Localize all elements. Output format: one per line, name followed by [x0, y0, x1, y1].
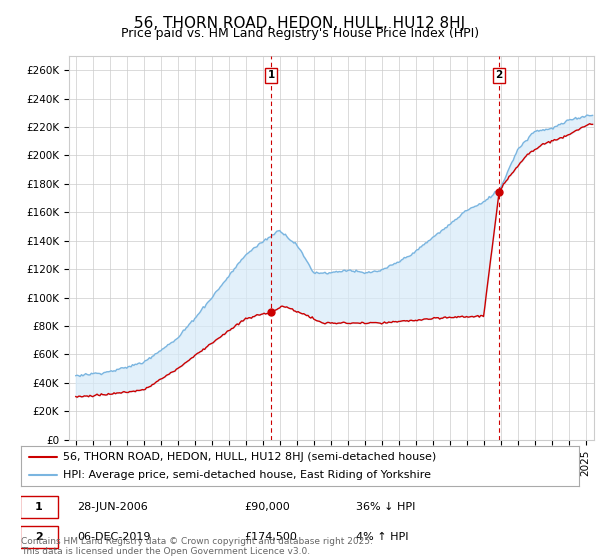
- Text: 06-DEC-2019: 06-DEC-2019: [77, 531, 151, 542]
- FancyBboxPatch shape: [20, 525, 58, 548]
- FancyBboxPatch shape: [20, 496, 58, 518]
- Text: 2: 2: [35, 531, 43, 542]
- Text: 36% ↓ HPI: 36% ↓ HPI: [356, 502, 415, 512]
- Text: 4% ↑ HPI: 4% ↑ HPI: [356, 531, 409, 542]
- Text: HPI: Average price, semi-detached house, East Riding of Yorkshire: HPI: Average price, semi-detached house,…: [63, 470, 431, 480]
- Text: Contains HM Land Registry data © Crown copyright and database right 2025.
This d: Contains HM Land Registry data © Crown c…: [21, 536, 373, 556]
- Text: 56, THORN ROAD, HEDON, HULL, HU12 8HJ: 56, THORN ROAD, HEDON, HULL, HU12 8HJ: [134, 16, 466, 31]
- Text: 1: 1: [35, 502, 43, 512]
- Text: 1: 1: [268, 70, 275, 80]
- Text: £174,500: £174,500: [244, 531, 297, 542]
- Text: 56, THORN ROAD, HEDON, HULL, HU12 8HJ (semi-detached house): 56, THORN ROAD, HEDON, HULL, HU12 8HJ (s…: [63, 452, 436, 461]
- Text: Price paid vs. HM Land Registry's House Price Index (HPI): Price paid vs. HM Land Registry's House …: [121, 27, 479, 40]
- Text: £90,000: £90,000: [244, 502, 290, 512]
- Text: 28-JUN-2006: 28-JUN-2006: [77, 502, 148, 512]
- Text: 2: 2: [496, 70, 503, 80]
